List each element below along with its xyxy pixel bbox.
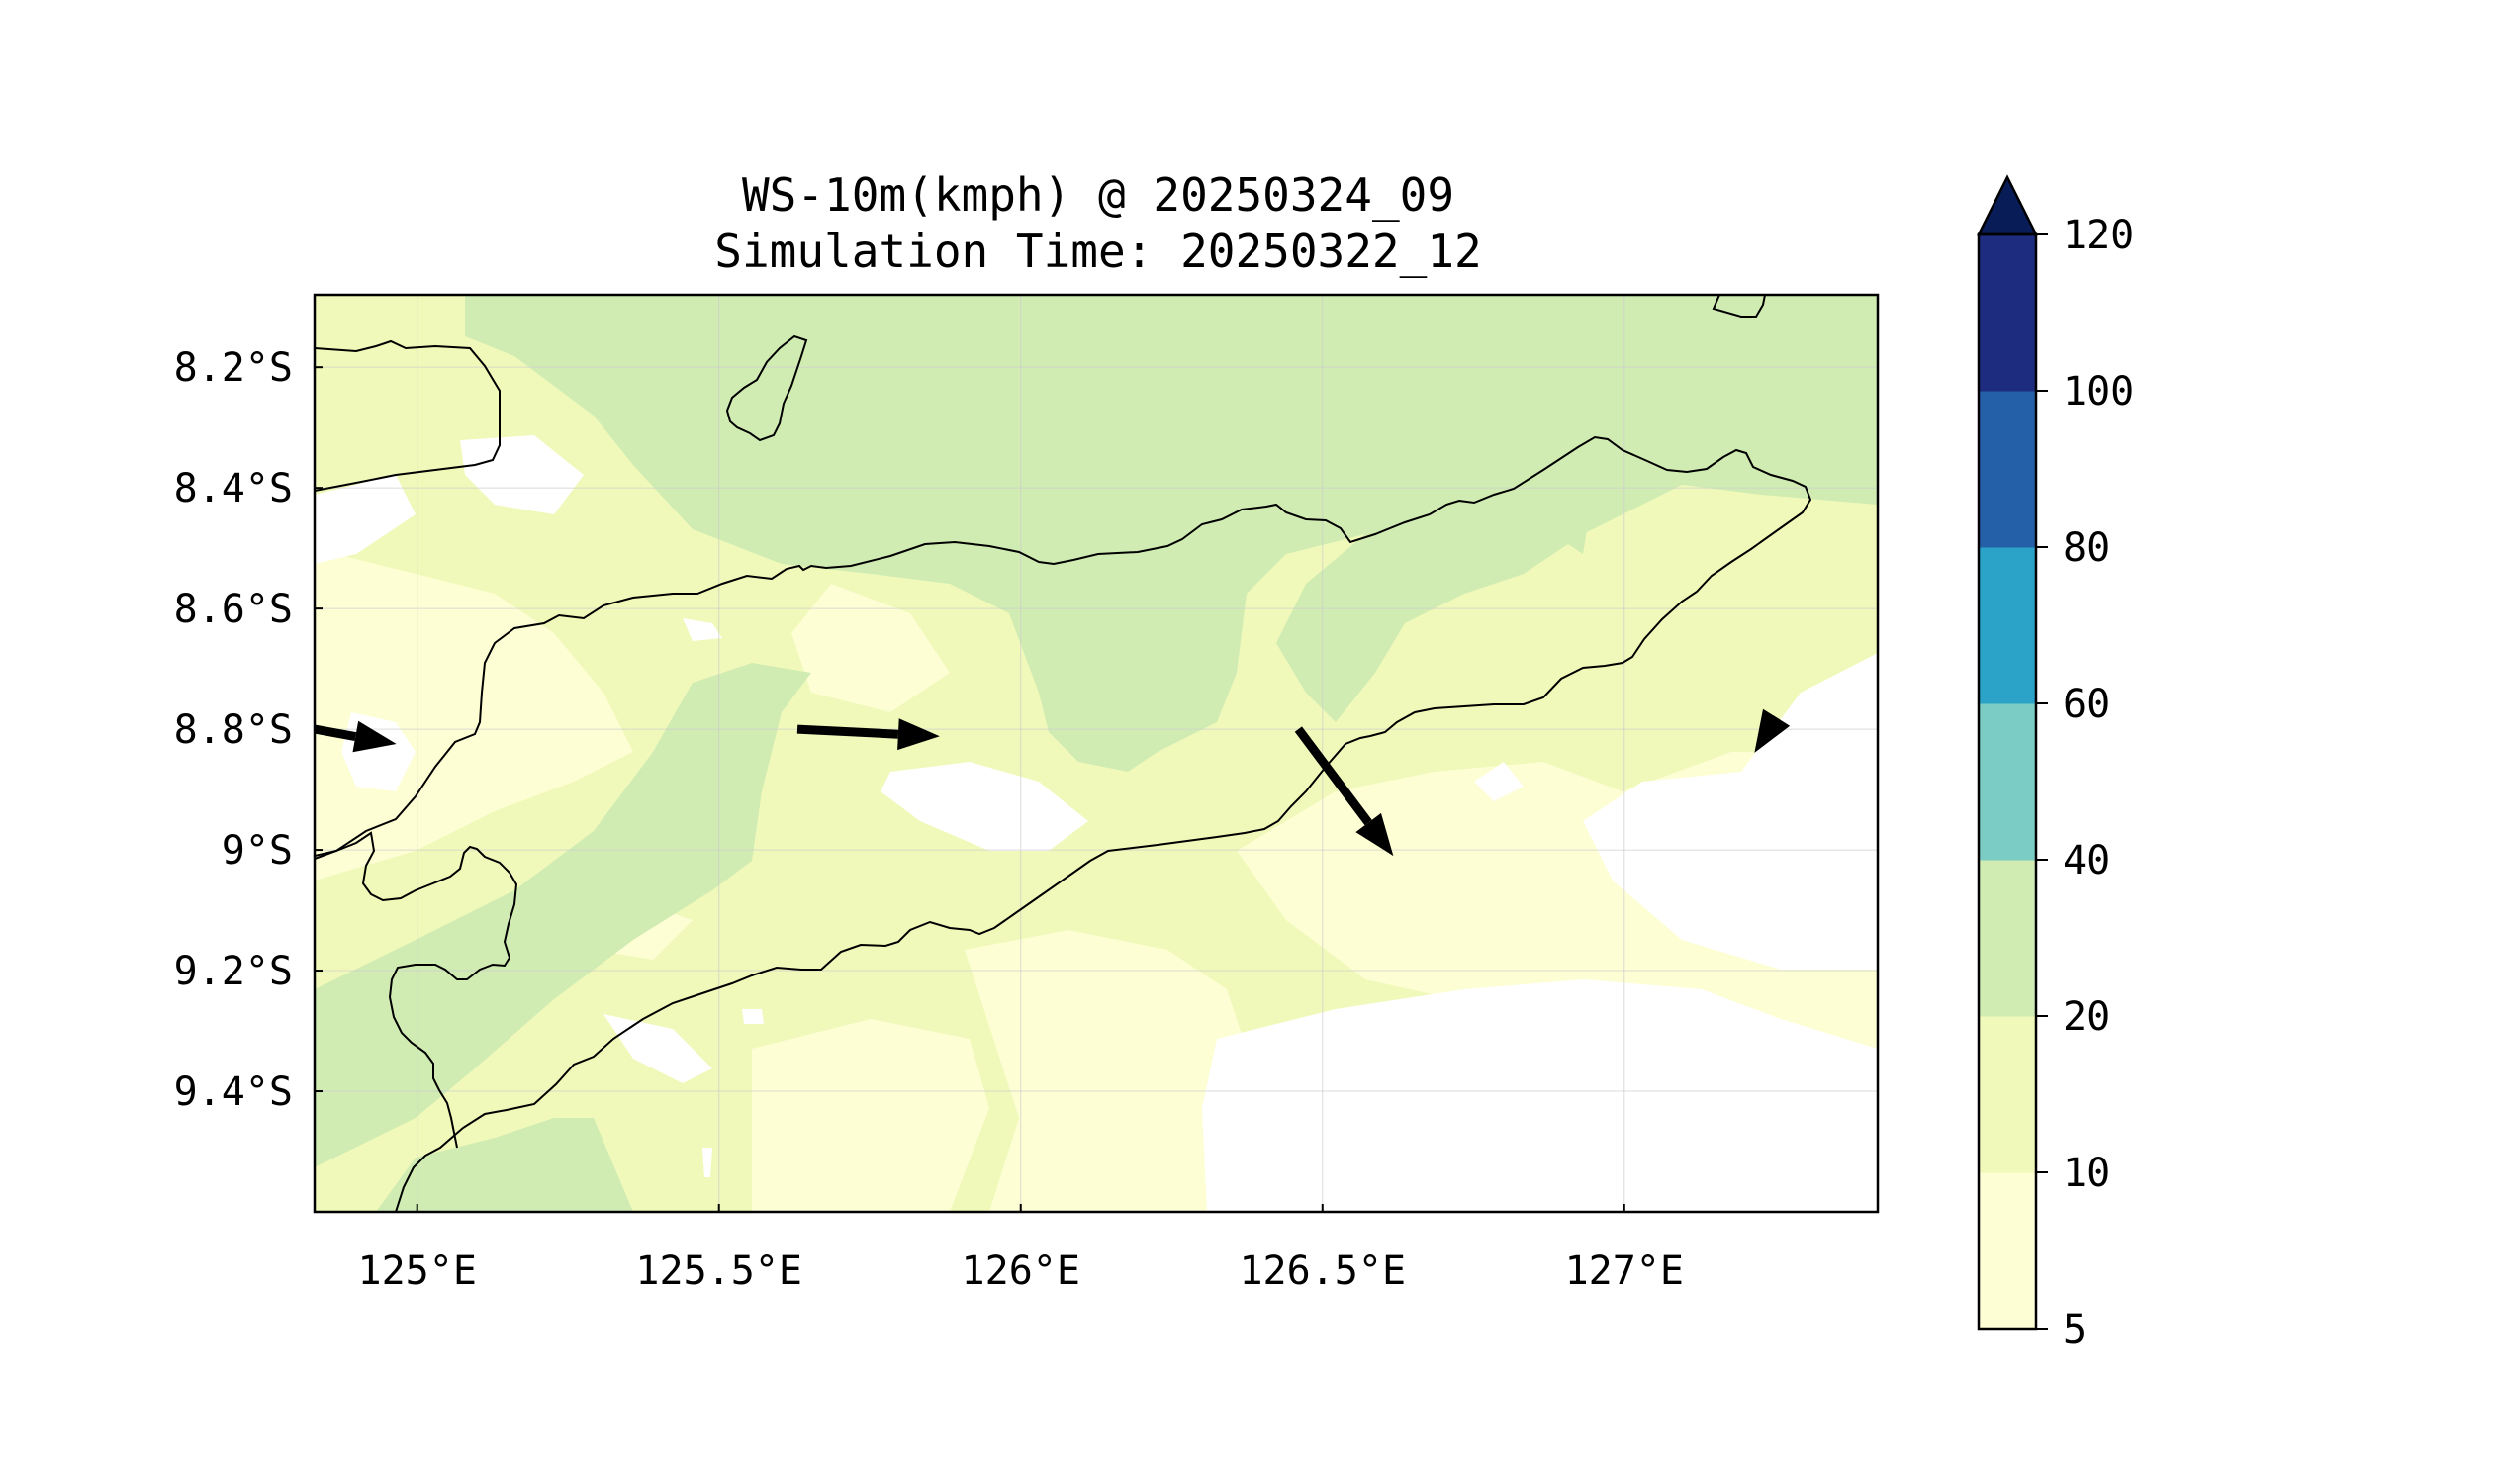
wind-vectors <box>315 708 1791 857</box>
coastline-atauro-island <box>725 334 808 442</box>
coastline-north-east-islet <box>1712 295 1766 318</box>
colorbar-segment-3 <box>1979 703 2036 861</box>
colorbar-segment-6 <box>1979 234 2036 392</box>
colorbar-label-6: 100 <box>2063 369 2134 415</box>
wind-arrow-1 <box>796 718 940 751</box>
map-title-line2: Simulation Time: 20250322_12 <box>714 225 1481 278</box>
wind-arrow-3 <box>1754 708 1791 753</box>
coastlines <box>315 295 1812 1212</box>
ytick-label-4: 9°S <box>222 828 293 874</box>
map-frame <box>313 293 1880 1214</box>
ytick-label-2: 8.6°S <box>174 587 293 632</box>
colorbar-label-5: 80 <box>2063 525 2110 571</box>
ytick-label-6: 9.4°S <box>174 1069 293 1115</box>
xtick-label-0: 125°E <box>357 1249 476 1294</box>
ytick-label-0: 8.2°S <box>174 345 293 391</box>
colorbar-label-3: 40 <box>2063 838 2110 883</box>
coastline-timor-north <box>315 435 1812 1212</box>
map-title-line1: WS-10m(kmph) @ 20250324_09 <box>742 168 1454 222</box>
wind-arrow-0 <box>315 720 397 753</box>
colorbar-label-2: 20 <box>2063 994 2110 1040</box>
xtick-label-3: 126.5°E <box>1239 1249 1406 1294</box>
speed-band-20-40 <box>315 295 1878 1212</box>
speed-band-below-5 <box>315 435 1878 1212</box>
map-area <box>315 295 1878 1212</box>
colorbar-frame <box>1977 232 2038 1331</box>
colorbar-label-1: 10 <box>2063 1151 2110 1196</box>
xtick-label-1: 125.5°E <box>635 1249 802 1294</box>
coastline-timor-south-lobe <box>315 831 518 1149</box>
map-gridlines <box>315 295 1878 1212</box>
wind-arrow-2 <box>1294 726 1394 857</box>
ytick-label-1: 8.4°S <box>174 466 293 511</box>
xtick-label-4: 127°E <box>1565 1249 1684 1294</box>
colorbar: 5 10 20 40 60 80 100 120 <box>1976 174 2134 1352</box>
ytick-label-5: 9.2°S <box>174 949 293 994</box>
colorbar-label-7: 120 <box>2063 213 2134 258</box>
colorbar-label-4: 60 <box>2063 682 2110 727</box>
latitude-ticks: 8.2°S 8.4°S 8.6°S 8.8°S 9°S 9.2°S 9.4°S <box>174 345 323 1115</box>
colorbar-label-0: 5 <box>2063 1307 2087 1352</box>
colorbar-segment-5 <box>1979 391 2036 548</box>
colorbar-segment-0 <box>1979 1172 2036 1330</box>
speed-band-5-10 <box>315 549 1878 1212</box>
colorbar-extend-max <box>1976 174 2039 236</box>
colorbar-segment-1 <box>1979 1016 2036 1173</box>
colorbar-segment-4 <box>1979 547 2036 704</box>
colorbar-segment-2 <box>1979 860 2036 1017</box>
ytick-label-3: 8.8°S <box>174 707 293 753</box>
xtick-label-2: 126°E <box>962 1249 1080 1294</box>
longitude-ticks: 125°E 125.5°E 126°E 126.5°E 127°E <box>357 1204 1684 1294</box>
coastline-north-west <box>315 339 501 492</box>
